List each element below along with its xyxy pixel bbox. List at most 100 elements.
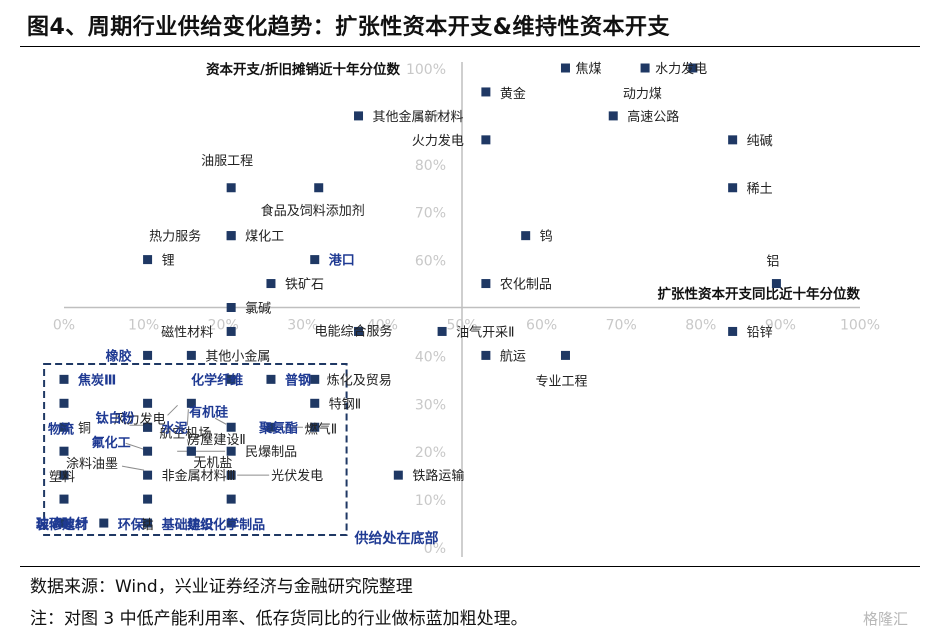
point-label: 火力发电	[412, 133, 464, 149]
data-point	[521, 231, 531, 241]
data-point	[393, 470, 403, 480]
x-tick-label: 50%	[446, 318, 477, 334]
data-point	[59, 518, 69, 528]
point-label: 炼化及贸易	[327, 373, 392, 388]
point-label: 纯碱	[747, 134, 773, 149]
point-label: 铜	[78, 421, 91, 436]
point-label: 纺织化学制品	[187, 517, 265, 533]
data-point	[59, 422, 69, 432]
data-point	[59, 374, 69, 384]
x-tick-label: 70%	[606, 318, 637, 334]
point-label: 聚氨酯	[258, 420, 298, 436]
x-tick-label: 10%	[128, 318, 159, 334]
point-label: 钨	[540, 229, 553, 245]
data-point	[186, 398, 196, 408]
watermark-logo: 格隆汇	[862, 610, 908, 628]
point-label: 房屋建设Ⅱ	[187, 432, 245, 448]
data-point	[143, 422, 153, 432]
x-tick-label: 100%	[840, 318, 880, 334]
data-point	[59, 470, 69, 480]
point-label: 食品及饲料添加剂	[261, 203, 365, 219]
y-tick-label: 90%	[415, 110, 446, 126]
y-tick-label: 0%	[424, 541, 446, 557]
data-points	[59, 63, 781, 528]
data-point	[143, 446, 153, 456]
point-label: 化学纤维	[191, 372, 243, 388]
data-point	[640, 63, 650, 73]
point-label: 民爆制品	[245, 445, 297, 460]
y-tick-label: 100%	[406, 62, 446, 78]
point-label: 塑料	[49, 470, 75, 485]
point-label: 橡胶	[106, 348, 132, 364]
point-label: 动力煤	[623, 87, 662, 102]
data-point	[314, 183, 324, 193]
point-label: 水泥	[162, 420, 188, 436]
point-label: 基础建设	[161, 517, 215, 533]
title-rule	[20, 46, 920, 47]
data-point	[186, 446, 196, 456]
data-point	[608, 111, 618, 121]
y-tick-label: 20%	[415, 445, 446, 461]
data-point	[728, 183, 738, 193]
data-point	[771, 279, 781, 289]
data-point	[143, 518, 153, 528]
data-point	[266, 374, 276, 384]
axes: 0% 10% 20% 30% 40% 50% 60% 70% 80% 90% 100%0%10%20…	[53, 61, 880, 557]
bottom-supply-box: 供给处在底部	[43, 363, 439, 547]
x-tick-label: 80%	[685, 318, 716, 334]
point-label: 普钢	[285, 372, 311, 388]
point-label: 油气开采Ⅱ	[456, 324, 514, 340]
point-label: 航空机场	[159, 425, 211, 441]
point-label: 农化制品	[500, 278, 552, 293]
data-point	[481, 87, 491, 97]
point-label: 煤化工	[245, 230, 284, 245]
footnote: 注：对图 3 中低产能利用率、低存货同比的行业做标蓝加粗处理。	[30, 609, 528, 629]
data-point	[59, 494, 69, 504]
data-point	[99, 518, 109, 528]
point-label: 物流	[48, 421, 74, 437]
point-label: 其他小金属	[205, 348, 270, 364]
x-tick-label: 0%	[53, 318, 75, 334]
point-label: 环保	[118, 517, 145, 533]
data-point	[143, 398, 153, 408]
data-point	[560, 63, 570, 73]
data-point	[310, 255, 320, 265]
leader-line	[167, 404, 178, 416]
x-tick-label: 90%	[765, 318, 796, 334]
data-point	[226, 183, 236, 193]
y-tick-label: 10%	[415, 493, 446, 509]
point-label: 无机盐	[193, 456, 232, 471]
x-tick-label: 60%	[526, 318, 557, 334]
point-label: 磁性材料	[161, 325, 213, 340]
point-label: 铅锌	[747, 325, 773, 340]
point-label: 电能综合服务	[315, 323, 393, 339]
point-label: 铁路运输	[412, 468, 464, 484]
point-label: 风力发电	[114, 411, 166, 427]
data-point	[266, 422, 276, 432]
data-point	[226, 374, 236, 384]
data-point	[143, 255, 153, 265]
y-tick-label: 80%	[415, 158, 446, 174]
data-point	[226, 303, 236, 312]
point-label: 钴	[141, 518, 154, 533]
footer-rule	[20, 566, 920, 567]
point-label: 钛白粉	[95, 410, 135, 426]
x-tick-label: 40%	[367, 318, 398, 334]
data-point	[728, 135, 738, 145]
data-point	[354, 111, 364, 121]
leader-line	[214, 417, 227, 425]
point-label: 光伏发电	[271, 468, 323, 484]
point-label: 铝	[766, 255, 779, 270]
point-label: 稀土	[747, 182, 773, 197]
data-point	[226, 518, 236, 528]
data-point	[437, 326, 447, 336]
data-point	[59, 446, 69, 456]
data-point	[226, 326, 236, 336]
leader-line	[186, 409, 189, 426]
scatter-chart: 0% 10% 20% 30% 40% 50% 60% 70% 80% 90% 100%0%10%20…	[35, 61, 880, 557]
point-label: 有机硅	[189, 404, 228, 420]
point-label: 焦炭Ⅲ	[77, 372, 116, 388]
data-point	[310, 374, 320, 384]
x-axis-label: 扩张性资本开支同比近十年分位数	[658, 286, 861, 303]
point-label: 焦煤	[575, 62, 601, 77]
